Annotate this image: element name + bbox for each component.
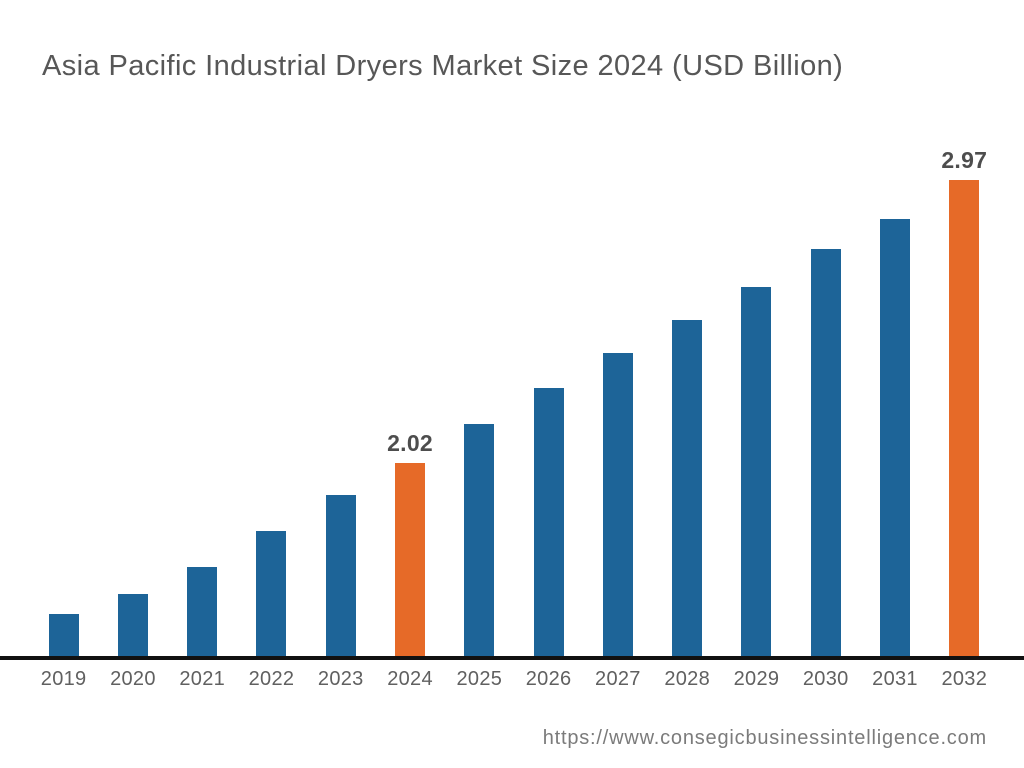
bar (187, 567, 218, 656)
bar (741, 287, 772, 656)
bar-column-2023 (306, 495, 375, 656)
bar-value-label: 2.02 (387, 430, 434, 456)
x-tick-label: 2021 (179, 668, 226, 690)
bar (602, 353, 633, 656)
x-axis-line (0, 656, 1024, 660)
x-tick-label: 2023 (317, 668, 364, 690)
bar (48, 614, 79, 656)
bar (949, 180, 980, 656)
bar-column-2022 (237, 531, 306, 656)
bar (256, 531, 287, 656)
bar-column-2030 (791, 249, 860, 656)
bar-column-2019 (29, 614, 98, 656)
x-tick-label: 2028 (664, 668, 711, 690)
x-tick-label: 2019 (40, 668, 87, 690)
bars-row: 2.02 2.97 (29, 0, 999, 656)
bar (325, 495, 356, 656)
x-tick-label: 2029 (733, 668, 780, 690)
bar-column-2021 (168, 567, 237, 656)
bar (810, 249, 841, 656)
bar (880, 219, 911, 656)
x-tick-label: 2025 (456, 668, 503, 690)
x-tick-label: 2032 (941, 668, 988, 690)
bar (464, 424, 495, 656)
bar-column-2026 (514, 388, 583, 656)
bar (533, 388, 564, 656)
bar-column-2031 (860, 219, 929, 656)
x-tick-label: 2020 (110, 668, 156, 690)
bar-column-2028 (653, 320, 722, 656)
x-tick-label: 2026 (525, 668, 572, 690)
x-tick-label: 2024 (387, 668, 433, 690)
x-tick-label: 2030 (802, 668, 849, 690)
bar (117, 594, 148, 656)
x-tick-label: 2031 (872, 668, 918, 690)
source-url: https://www.consegicbusinessintelligence… (542, 727, 987, 749)
bar-column-2027 (583, 353, 652, 656)
bar (672, 320, 703, 656)
bar-column-2020 (98, 594, 167, 656)
bar-column-2029 (722, 287, 791, 656)
x-tick-label: 2022 (248, 668, 295, 690)
bar-column-2025 (445, 424, 514, 656)
bar-column-2024: 2.02 (375, 430, 444, 656)
x-tick-label: 2027 (595, 668, 641, 690)
bar-column-2032: 2.97 (930, 147, 999, 656)
x-axis-labels: 2019 2020 2021 2022 2023 2024 2025 2026 2027 2028… (29, 668, 999, 691)
bar-value-label: 2.97 (941, 147, 988, 173)
chart-title: Asia Pacific Industrial Dryers Market Si… (42, 50, 844, 82)
bar (395, 463, 426, 656)
